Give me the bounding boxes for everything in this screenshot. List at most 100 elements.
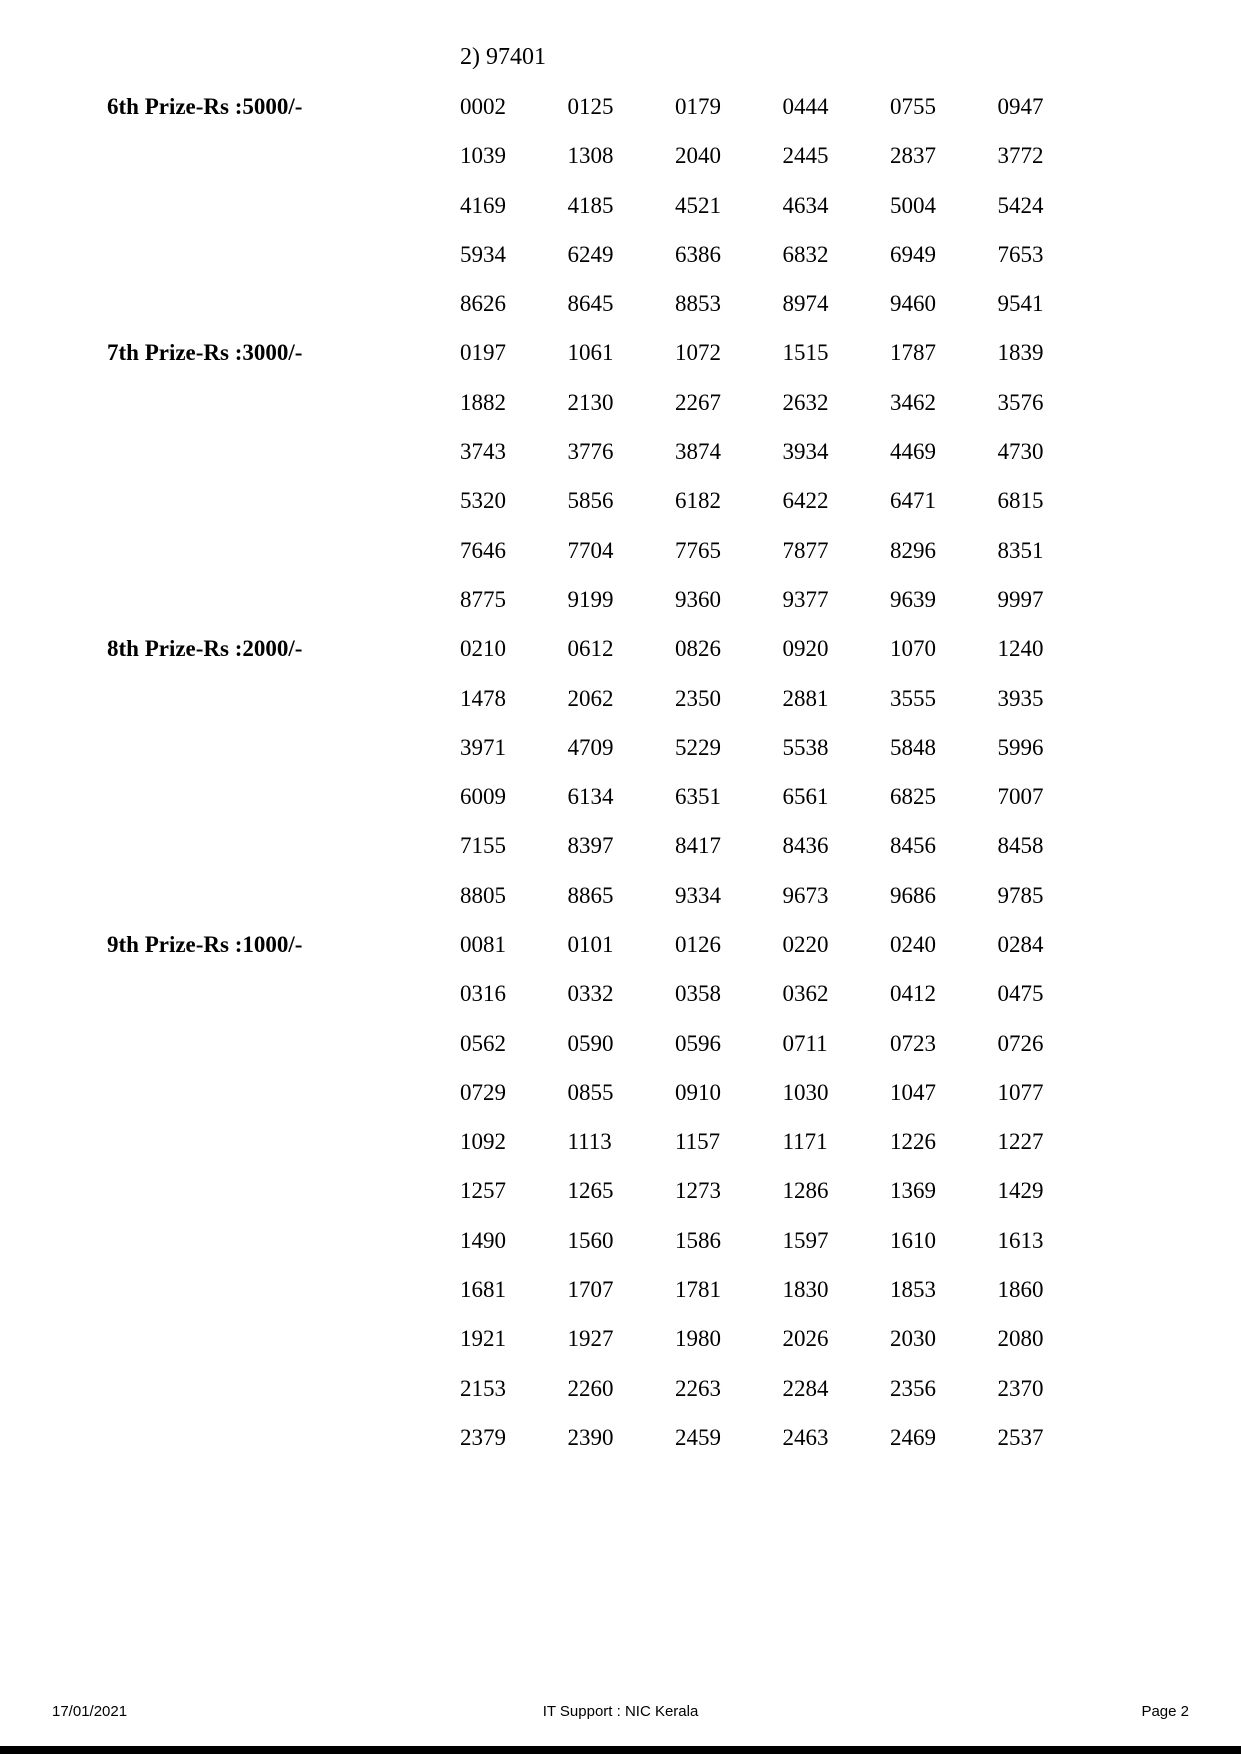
winning-number: 2263 [675,1375,721,1401]
winning-number: 0179 [675,93,721,119]
prize-row: 9th Prize-Rs :1000/- 0081 0101 0126 0220 0240… [0,920,1241,969]
winning-number: 3776 [567,439,614,465]
winning-number: 0240 [890,931,936,957]
winning-number: 3743 [460,439,506,465]
page-footer: 17/01/2021 IT Support : NIC Kerala Page … [0,1703,1241,1720]
winning-number: 1921 [460,1326,506,1352]
continuation-row: 2) 97401 [0,33,1241,82]
prize-row: 0562 0590 0596 0711 0723 0726 [0,1019,1241,1068]
winning-number: 3934 [782,439,829,465]
winning-number: 0475 [997,981,1044,1007]
prize-results-table: 2) 97401 6th Prize-Rs :5000/- 0002 0125 017… [0,33,1241,1463]
winning-number: 1030 [782,1079,829,1105]
prize-tier-label: 9th Prize-Rs :1000/- [107,931,303,957]
prize-row: 2153 2260 2263 2284 2356 2370 [0,1364,1241,1413]
winning-number: 3772 [997,143,1044,169]
winning-number: 6386 [675,241,721,267]
prize-row: 3971 4709 5229 5538 5848 5996 [0,723,1241,772]
winning-number: 0412 [890,981,936,1007]
winning-number: 8626 [460,291,506,317]
winning-number: 6815 [997,488,1044,514]
prize-row: 7th Prize-Rs :3000/- 0197 1061 1072 1515 1787… [0,329,1241,378]
winning-number: 2260 [567,1375,614,1401]
winning-number: 2463 [782,1424,829,1450]
winning-number: 4634 [782,192,829,218]
winning-number: 3935 [997,685,1044,711]
winning-number: 8397 [567,833,614,859]
prize-row: 7646 7704 7765 7877 8296 8351 [0,526,1241,575]
prize-row: 5934 6249 6386 6832 6949 7653 [0,230,1241,279]
winning-number: 2080 [997,1326,1044,1352]
winning-number: 0711 [782,1030,828,1056]
winning-number: 1157 [675,1129,721,1155]
winning-number: 8775 [460,586,506,612]
prize-row: 1039 1308 2040 2445 2837 3772 [0,132,1241,181]
winning-number: 2153 [460,1375,506,1401]
winning-number: 1980 [675,1326,721,1352]
winning-number: 2837 [890,143,936,169]
winning-number: 2390 [567,1424,614,1450]
winning-number: 5424 [997,192,1044,218]
winning-number: 1077 [997,1079,1044,1105]
winning-number: 1369 [890,1178,936,1204]
winning-number: 1227 [997,1129,1044,1155]
winning-number: 8351 [997,537,1044,563]
winning-number: 6825 [890,784,936,810]
winning-number: 0920 [782,636,829,662]
winning-number: 6182 [675,488,721,514]
footer-support-text: IT Support : NIC Kerala [542,1703,699,1720]
winning-number: 8865 [567,882,614,908]
winning-number: 8458 [997,833,1044,859]
winning-number: 9541 [997,291,1044,317]
prize-row: 3743 3776 3874 3934 4469 4730 [0,427,1241,476]
winning-number: 1039 [460,143,506,169]
winning-number: 2445 [782,143,829,169]
winning-number: 1707 [567,1277,614,1303]
prize-sections: 6th Prize-Rs :5000/- 0002 0125 0179 0444 0755… [0,82,1241,1462]
winning-number: 1781 [675,1277,721,1303]
winning-number: 2469 [890,1424,936,1450]
prize-row: 8th Prize-Rs :2000/- 0210 0612 0826 0920 1070… [0,625,1241,674]
winning-number: 0590 [567,1030,614,1056]
winning-number: 1113 [567,1129,612,1155]
winning-number: 0332 [567,981,614,1007]
winning-number: 6949 [890,241,936,267]
winning-number: 1613 [997,1227,1044,1253]
winning-number: 1586 [675,1227,721,1253]
winning-number: 1092 [460,1129,506,1155]
winning-number: 4521 [675,192,721,218]
winning-number: 1787 [890,340,936,366]
winning-number: 7653 [997,241,1044,267]
winning-number: 2267 [675,389,721,415]
winning-number: 5848 [890,734,936,760]
winning-number: 7765 [675,537,721,563]
winning-number: 1070 [890,636,936,662]
winning-number: 0723 [890,1030,936,1056]
winning-number: 8974 [782,291,829,317]
winning-number: 9997 [997,586,1044,612]
winning-number: 1047 [890,1079,936,1105]
winning-number: 5004 [890,192,936,218]
winning-number: 1853 [890,1277,936,1303]
winning-number: 2062 [567,685,614,711]
winning-number: 2370 [997,1375,1044,1401]
winning-number: 0596 [675,1030,721,1056]
winning-number: 1610 [890,1227,936,1253]
winning-number: 2026 [782,1326,829,1352]
winning-number: 6832 [782,241,829,267]
prize-tier-label: 6th Prize-Rs :5000/- [107,93,303,119]
winning-number: 3462 [890,389,936,415]
winning-number: 4185 [567,192,614,218]
winning-number: 5996 [997,734,1044,760]
winning-number: 0947 [997,93,1044,119]
winning-number: 0855 [567,1079,614,1105]
prize-row: 4169 4185 4521 4634 5004 5424 [0,181,1241,230]
winning-number: 0126 [675,931,721,957]
winning-number: 3576 [997,389,1044,415]
winning-number: 6009 [460,784,506,810]
winning-number: 9334 [675,882,721,908]
winning-number: 0002 [460,93,506,119]
winning-number: 0726 [997,1030,1044,1056]
winning-number: 0755 [890,93,936,119]
footer-page-number: Page 2 [1141,1703,1189,1720]
